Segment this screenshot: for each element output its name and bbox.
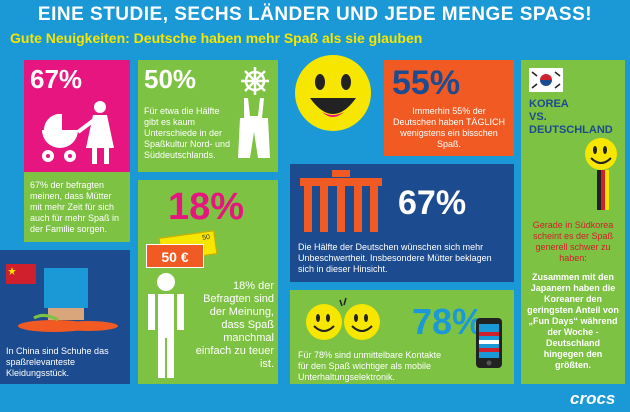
too-expensive-percent: 18% (168, 186, 245, 228)
mothers-percent: 67% (30, 64, 83, 94)
korea-flag-icon (529, 68, 563, 92)
daily-fun-percent: 55% (392, 64, 461, 102)
lederhosen-icon (238, 98, 270, 158)
banknote: 50 € (146, 244, 204, 268)
banknote-value: 50 € (161, 249, 189, 265)
china-text: In China sind Schuhe das spaßrelevantest… (6, 346, 109, 378)
page-title: EINE STUDIE, SECHS LÄNDER UND JEDE MENGE… (37, 4, 593, 25)
ship-wheel-icon (241, 67, 269, 95)
smartphone-icon (476, 318, 502, 368)
contacts-percent: 78% (412, 301, 485, 342)
germany-smiley-icon (585, 138, 617, 210)
daily-fun-text: Immerhin 55% der Deutschen haben TÄGLICH… (393, 106, 505, 149)
korea-highlight: Gerade in Südkorea scheint es der Spaß g… (532, 220, 614, 263)
mothers-text: 67% der befragten meinen, dass Mütter mi… (30, 180, 120, 234)
person-icon (148, 273, 184, 378)
china-panel: In China sind Schuhe das spaßrelevantest… (0, 250, 130, 384)
north-south-percent: 50% (144, 64, 197, 94)
two-smileys-icon (306, 297, 380, 340)
page-subtitle: Gute Neuigkeiten: Deutsche haben mehr Sp… (10, 30, 423, 46)
too-expensive-panel: 18% 50 50 € 18% der Befragten sind der M… (138, 180, 278, 384)
feet-sandals-icon (18, 268, 118, 332)
contacts-panel: 78% Für 78% sind unmittelbare Kontakte f… (290, 290, 514, 384)
korea-panel: KOREA VS. DEUTSCHLAND Gerade in Südkorea… (521, 60, 625, 384)
too-expensive-text: 18% der Befragten sind der Meinung, dass… (195, 280, 274, 370)
mothers-panel: 67% (24, 60, 130, 172)
contacts-text: Für 78% sind unmittelbare Kontakte für d… (298, 350, 442, 382)
daily-fun-panel: 55% Immerhin 55% der Deutschen haben TÄG… (384, 60, 514, 156)
banknote-small-value: 50 (201, 233, 211, 242)
carefree-percent: 67% (398, 184, 467, 222)
korea-title: KOREA VS. DEUTSCHLAND (529, 98, 613, 136)
china-flag-icon (6, 264, 36, 284)
crocs-logo-text: crocs (570, 389, 616, 408)
crocs-logo: crocs (570, 388, 628, 410)
brandenburg-gate-icon (300, 170, 382, 232)
mothers-text-panel: 67% der befragten meinen, dass Mütter mi… (24, 172, 130, 242)
laughing-smiley-icon (295, 55, 371, 131)
north-south-panel: 50% Für etwa die Hälfte gibt es kaum Unt… (138, 60, 278, 172)
carefree-panel: 67% Die Hälfte der Deutschen wünschen si… (290, 164, 514, 282)
mother-stroller-icon (42, 101, 114, 164)
korea-text: Zusammen mit den Japanern haben die Kore… (527, 272, 619, 370)
carefree-text: Die Hälfte der Deutschen wünschen sich m… (298, 242, 492, 274)
north-south-text: Für etwa die Hälfte gibt es kaum Untersc… (144, 106, 231, 160)
